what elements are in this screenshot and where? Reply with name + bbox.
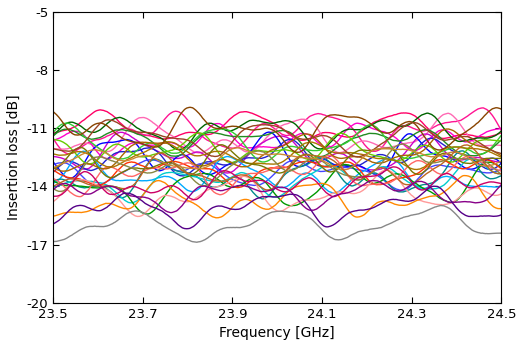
Y-axis label: Insertion loss [dB]: Insertion loss [dB]: [7, 94, 21, 220]
X-axis label: Frequency [GHz]: Frequency [GHz]: [219, 326, 335, 340]
